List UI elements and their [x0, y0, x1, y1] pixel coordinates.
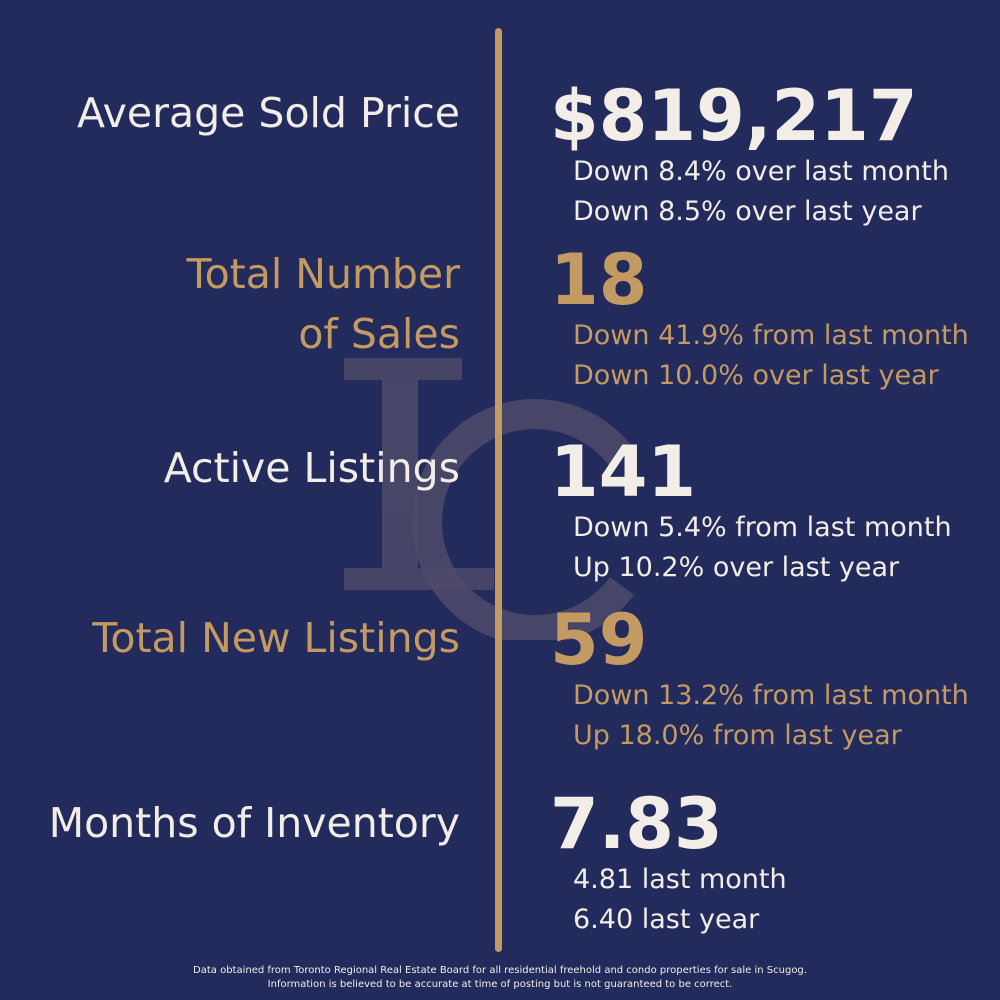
active-listings-value: 141	[550, 431, 697, 513]
disclaimer-line-1: Data obtained from Toronto Regional Real…	[193, 965, 807, 976]
total-sales-label-line-2: of Sales	[298, 310, 460, 358]
active-listings-yearly-change: Up 10.2% over last year	[573, 552, 900, 583]
new-listings-label: Total New Listings	[92, 614, 460, 662]
average-sold-price-label: Average Sold Price	[77, 89, 460, 137]
disclaimer-line-2: Information is believed to be accurate a…	[267, 979, 733, 990]
months-of-inventory-label: Months of Inventory	[48, 799, 460, 847]
months-of-inventory-value: 7.83	[550, 783, 723, 865]
new-listings-yearly-change: Up 18.0% from last year	[573, 720, 902, 751]
active-listings-stat: 141 Down 5.4% from last month Up 10.2% o…	[550, 436, 952, 588]
average-sold-price-value: $819,217	[550, 75, 918, 157]
center-divider	[495, 28, 502, 952]
lc-monogram-icon	[344, 358, 635, 640]
total-sales-label-line-1: Total Number	[186, 250, 461, 298]
new-listings-monthly-change: Down 13.2% from last month	[573, 680, 969, 711]
data-source-disclaimer: Data obtained from Toronto Regional Real…	[0, 964, 1000, 992]
active-listings-label: Active Listings	[163, 444, 460, 492]
total-sales-stat: 18 Down 41.9% from last month Down 10.0%…	[550, 244, 969, 396]
total-sales-label: Total Number of Sales	[187, 244, 461, 364]
average-sold-price-monthly-change: Down 8.4% over last month	[573, 156, 949, 187]
months-of-inventory-last-month: 4.81 last month	[573, 864, 787, 895]
average-sold-price-stat: $819,217 Down 8.4% over last month Down …	[550, 80, 949, 232]
new-listings-stat: 59 Down 13.2% from last month Up 18.0% f…	[550, 604, 969, 756]
active-listings-monthly-change: Down 5.4% from last month	[573, 512, 952, 543]
months-of-inventory-last-year: 6.40 last year	[573, 904, 760, 935]
total-sales-monthly-change: Down 41.9% from last month	[573, 320, 969, 351]
months-of-inventory-stat: 7.83 4.81 last month 6.40 last year	[550, 788, 787, 940]
new-listings-value: 59	[550, 599, 648, 681]
total-sales-value: 18	[550, 239, 648, 321]
total-sales-yearly-change: Down 10.0% over last year	[573, 360, 939, 391]
average-sold-price-yearly-change: Down 8.5% over last year	[573, 196, 922, 227]
